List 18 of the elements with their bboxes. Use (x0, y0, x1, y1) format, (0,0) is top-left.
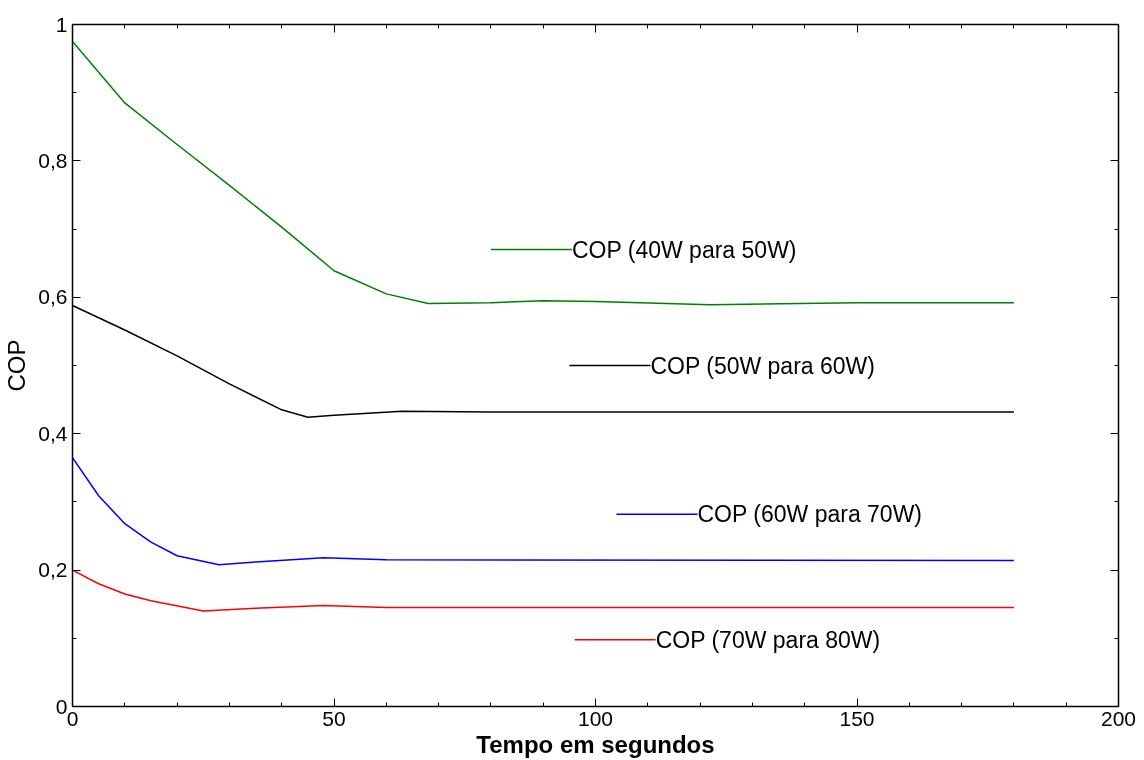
y-axis-title: COP (3, 339, 31, 392)
legend-label: COP (70W para 80W) (655, 626, 881, 653)
y-tick-label: 0,2 (38, 558, 68, 582)
line-series (72, 569, 1015, 612)
y-tick-label: 0,4 (38, 421, 68, 445)
line-series (72, 40, 1015, 306)
x-tick-label: 100 (577, 706, 614, 730)
y-tick-label: 0,8 (38, 148, 68, 172)
x-tick-label: 50 (322, 706, 346, 730)
legend-label: COP (60W para 70W) (697, 501, 923, 528)
y-tick-label: 0,6 (38, 285, 68, 309)
line-series (72, 456, 1015, 566)
legend-label: COP (50W para 60W) (650, 352, 875, 379)
x-axis-title: Tempo em segundos (476, 730, 715, 758)
x-tick-label: 200 (1100, 706, 1137, 730)
legend-label: COP (40W para 50W) (571, 236, 797, 263)
y-tick-label: 1 (55, 12, 68, 36)
x-tick-label: 150 (839, 706, 875, 730)
